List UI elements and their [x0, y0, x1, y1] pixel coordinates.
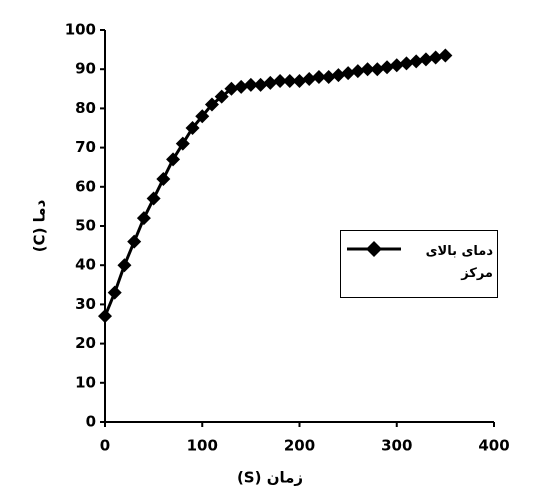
data-point [136, 211, 151, 226]
data-point [127, 234, 142, 249]
data-point [399, 56, 414, 71]
data-point [214, 89, 229, 104]
data-point [380, 60, 395, 75]
legend: دمای بالای مرکز [340, 230, 498, 298]
data-point [360, 62, 375, 77]
y-tick-label: 50 [75, 217, 96, 235]
x-tick-label: 400 [478, 437, 509, 455]
data-point [302, 72, 317, 86]
data-point [418, 52, 433, 67]
data-point [253, 77, 268, 92]
x-tick-label: 200 [284, 437, 315, 455]
data-point [311, 70, 326, 85]
data-point [175, 136, 190, 151]
y-axis-label: (C) دما [31, 199, 49, 252]
data-point [389, 58, 404, 73]
x-tick-label: 0 [100, 437, 110, 455]
data-point [98, 309, 112, 324]
y-tick-label: 60 [75, 177, 96, 195]
data-point [185, 121, 200, 135]
data-point [204, 97, 219, 112]
data-point [117, 258, 132, 273]
data-point [243, 77, 258, 92]
y-tick-label: 30 [75, 295, 96, 313]
data-point [292, 73, 307, 88]
y-tick-label: 80 [75, 99, 96, 117]
data-point [263, 75, 278, 90]
y-tick-label: 20 [75, 334, 96, 352]
y-tick-label: 100 [65, 21, 96, 39]
data-point [195, 109, 210, 124]
data-point [409, 54, 424, 69]
y-tick-label: 70 [75, 138, 96, 156]
data-point [341, 66, 356, 81]
legend-swatch [347, 241, 401, 257]
data-point [438, 48, 453, 63]
x-tick-label: 300 [381, 437, 412, 455]
data-point [234, 79, 249, 94]
y-tick-label: 40 [75, 256, 96, 274]
data-point [224, 81, 239, 96]
data-point [107, 285, 122, 300]
x-axis-label: (S) زمان [237, 469, 303, 487]
y-tick-label: 10 [75, 373, 96, 391]
data-point [350, 64, 365, 79]
data-point [282, 73, 297, 88]
data-point [146, 191, 161, 206]
data-point [428, 50, 443, 65]
data-point [273, 73, 288, 88]
data-point [166, 152, 181, 167]
legend-label: دمای بالای مرکز [425, 244, 493, 281]
data-point [331, 68, 346, 83]
x-tick-label: 100 [187, 437, 218, 455]
data-point [370, 62, 385, 77]
y-tick-label: 0 [86, 413, 96, 431]
data-point [156, 171, 171, 186]
data-point [321, 70, 336, 85]
y-tick-label: 90 [75, 60, 96, 78]
